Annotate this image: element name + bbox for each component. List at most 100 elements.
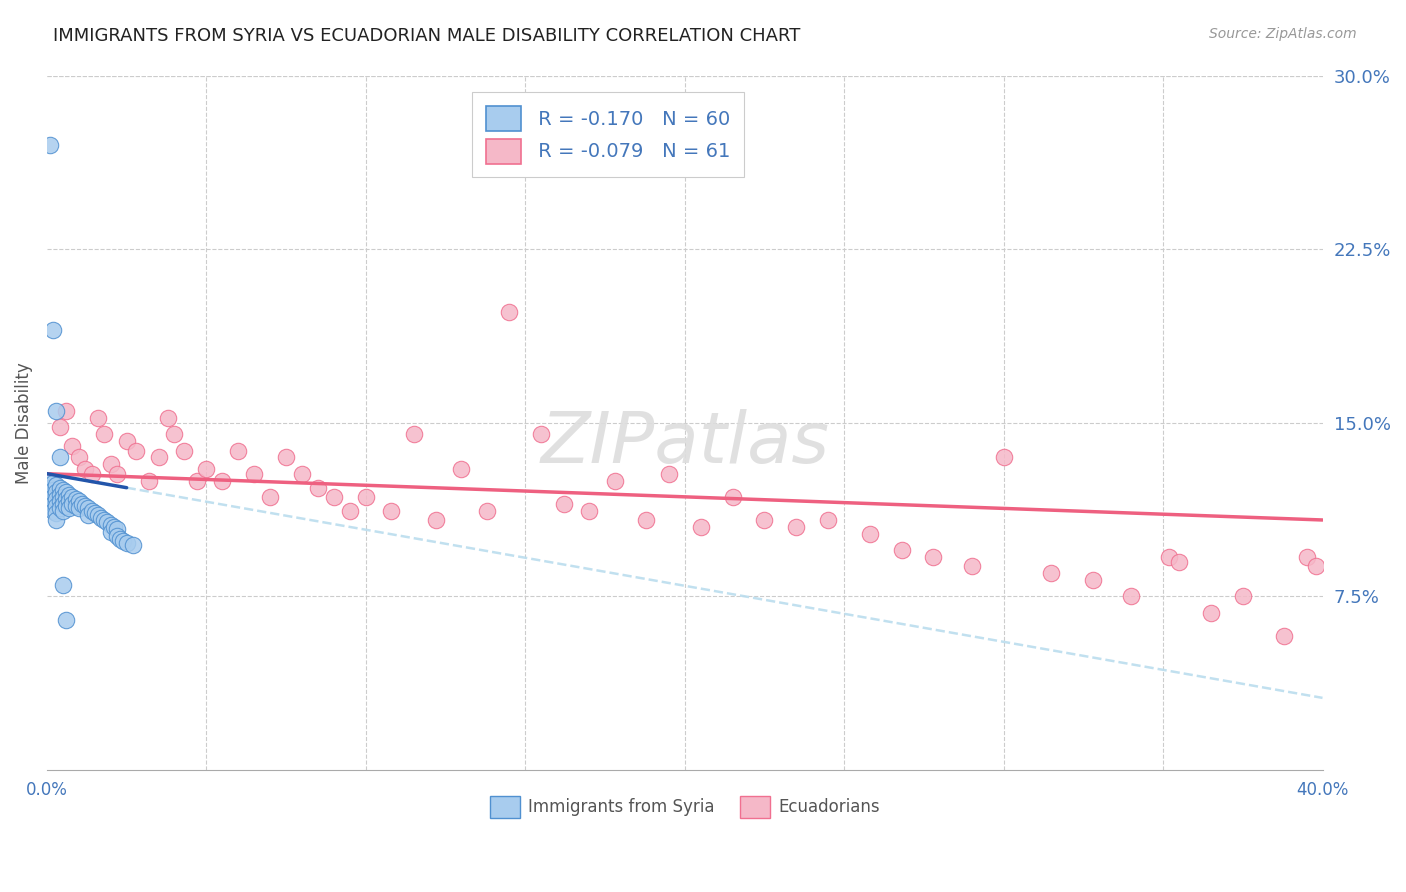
Point [785,520,807,534]
Point [39,494,62,508]
Point [226,443,249,458]
Point [138,474,160,488]
Text: IMMIGRANTS FROM SYRIA VS ECUADORIAN MALE DISABILITY CORRELATION CHART: IMMIGRANTS FROM SYRIA VS ECUADORIAN MALE… [53,27,801,45]
Point [1121,590,1143,604]
Point [498,304,520,318]
Point [100,517,122,532]
Point [122,538,145,552]
Point [115,434,138,449]
Point [148,450,170,465]
Point [48,420,70,434]
Point [67,501,90,516]
Point [339,504,361,518]
Point [77,501,100,516]
Point [243,467,266,481]
Point [45,485,67,500]
Point [173,443,195,458]
Point [39,138,62,153]
Point [52,497,75,511]
Point [45,492,67,507]
Point [60,490,83,504]
Point [636,513,658,527]
Point [960,559,983,574]
Point [42,504,65,518]
Point [87,508,110,523]
Point [450,462,472,476]
Point [45,478,67,492]
Point [195,462,218,476]
Point [45,506,67,520]
Point [52,578,75,592]
Point [42,490,65,504]
Point [1040,566,1063,581]
Point [60,439,83,453]
Point [1272,629,1295,643]
Point [55,499,77,513]
Point [80,467,103,481]
Point [48,450,70,465]
Point [42,483,65,497]
Point [55,613,77,627]
Point [52,490,75,504]
Point [186,474,208,488]
Point [530,427,553,442]
Point [354,490,377,504]
Y-axis label: Male Disability: Male Disability [15,362,32,483]
Point [1168,555,1191,569]
Point [259,490,281,504]
Point [307,481,329,495]
Point [75,499,97,513]
Point [1081,573,1104,587]
Point [70,497,93,511]
Point [83,506,105,520]
Point [48,487,70,501]
Point [93,513,115,527]
Point [80,504,103,518]
Point [105,467,128,481]
Point [125,443,148,458]
Point [274,450,297,465]
Point [1232,590,1254,604]
Point [1295,549,1317,564]
Point [103,520,125,534]
Point [52,504,75,518]
Point [112,533,135,548]
Point [42,497,65,511]
Point [55,485,77,500]
Point [67,450,90,465]
Point [39,474,62,488]
Point [77,508,100,523]
Point [60,497,83,511]
Point [1305,559,1327,574]
Point [45,404,67,418]
Point [42,475,65,490]
Point [65,499,87,513]
Point [48,501,70,516]
Point [58,487,80,501]
Point [689,520,711,534]
Point [402,427,425,442]
Point [553,497,575,511]
Point [90,510,112,524]
Point [163,427,186,442]
Point [100,458,122,472]
Point [322,490,344,504]
Point [105,529,128,543]
Point [45,499,67,513]
Point [48,494,70,508]
Point [55,492,77,507]
Point [475,504,498,518]
Point [211,474,233,488]
Point [67,494,90,508]
Point [52,483,75,497]
Point [859,527,882,541]
Point [1199,606,1222,620]
Point [115,536,138,550]
Point [922,549,945,564]
Point [380,504,402,518]
Point [39,487,62,501]
Point [87,411,110,425]
Text: ZIPatlas: ZIPatlas [540,409,830,478]
Point [425,513,447,527]
Point [58,494,80,508]
